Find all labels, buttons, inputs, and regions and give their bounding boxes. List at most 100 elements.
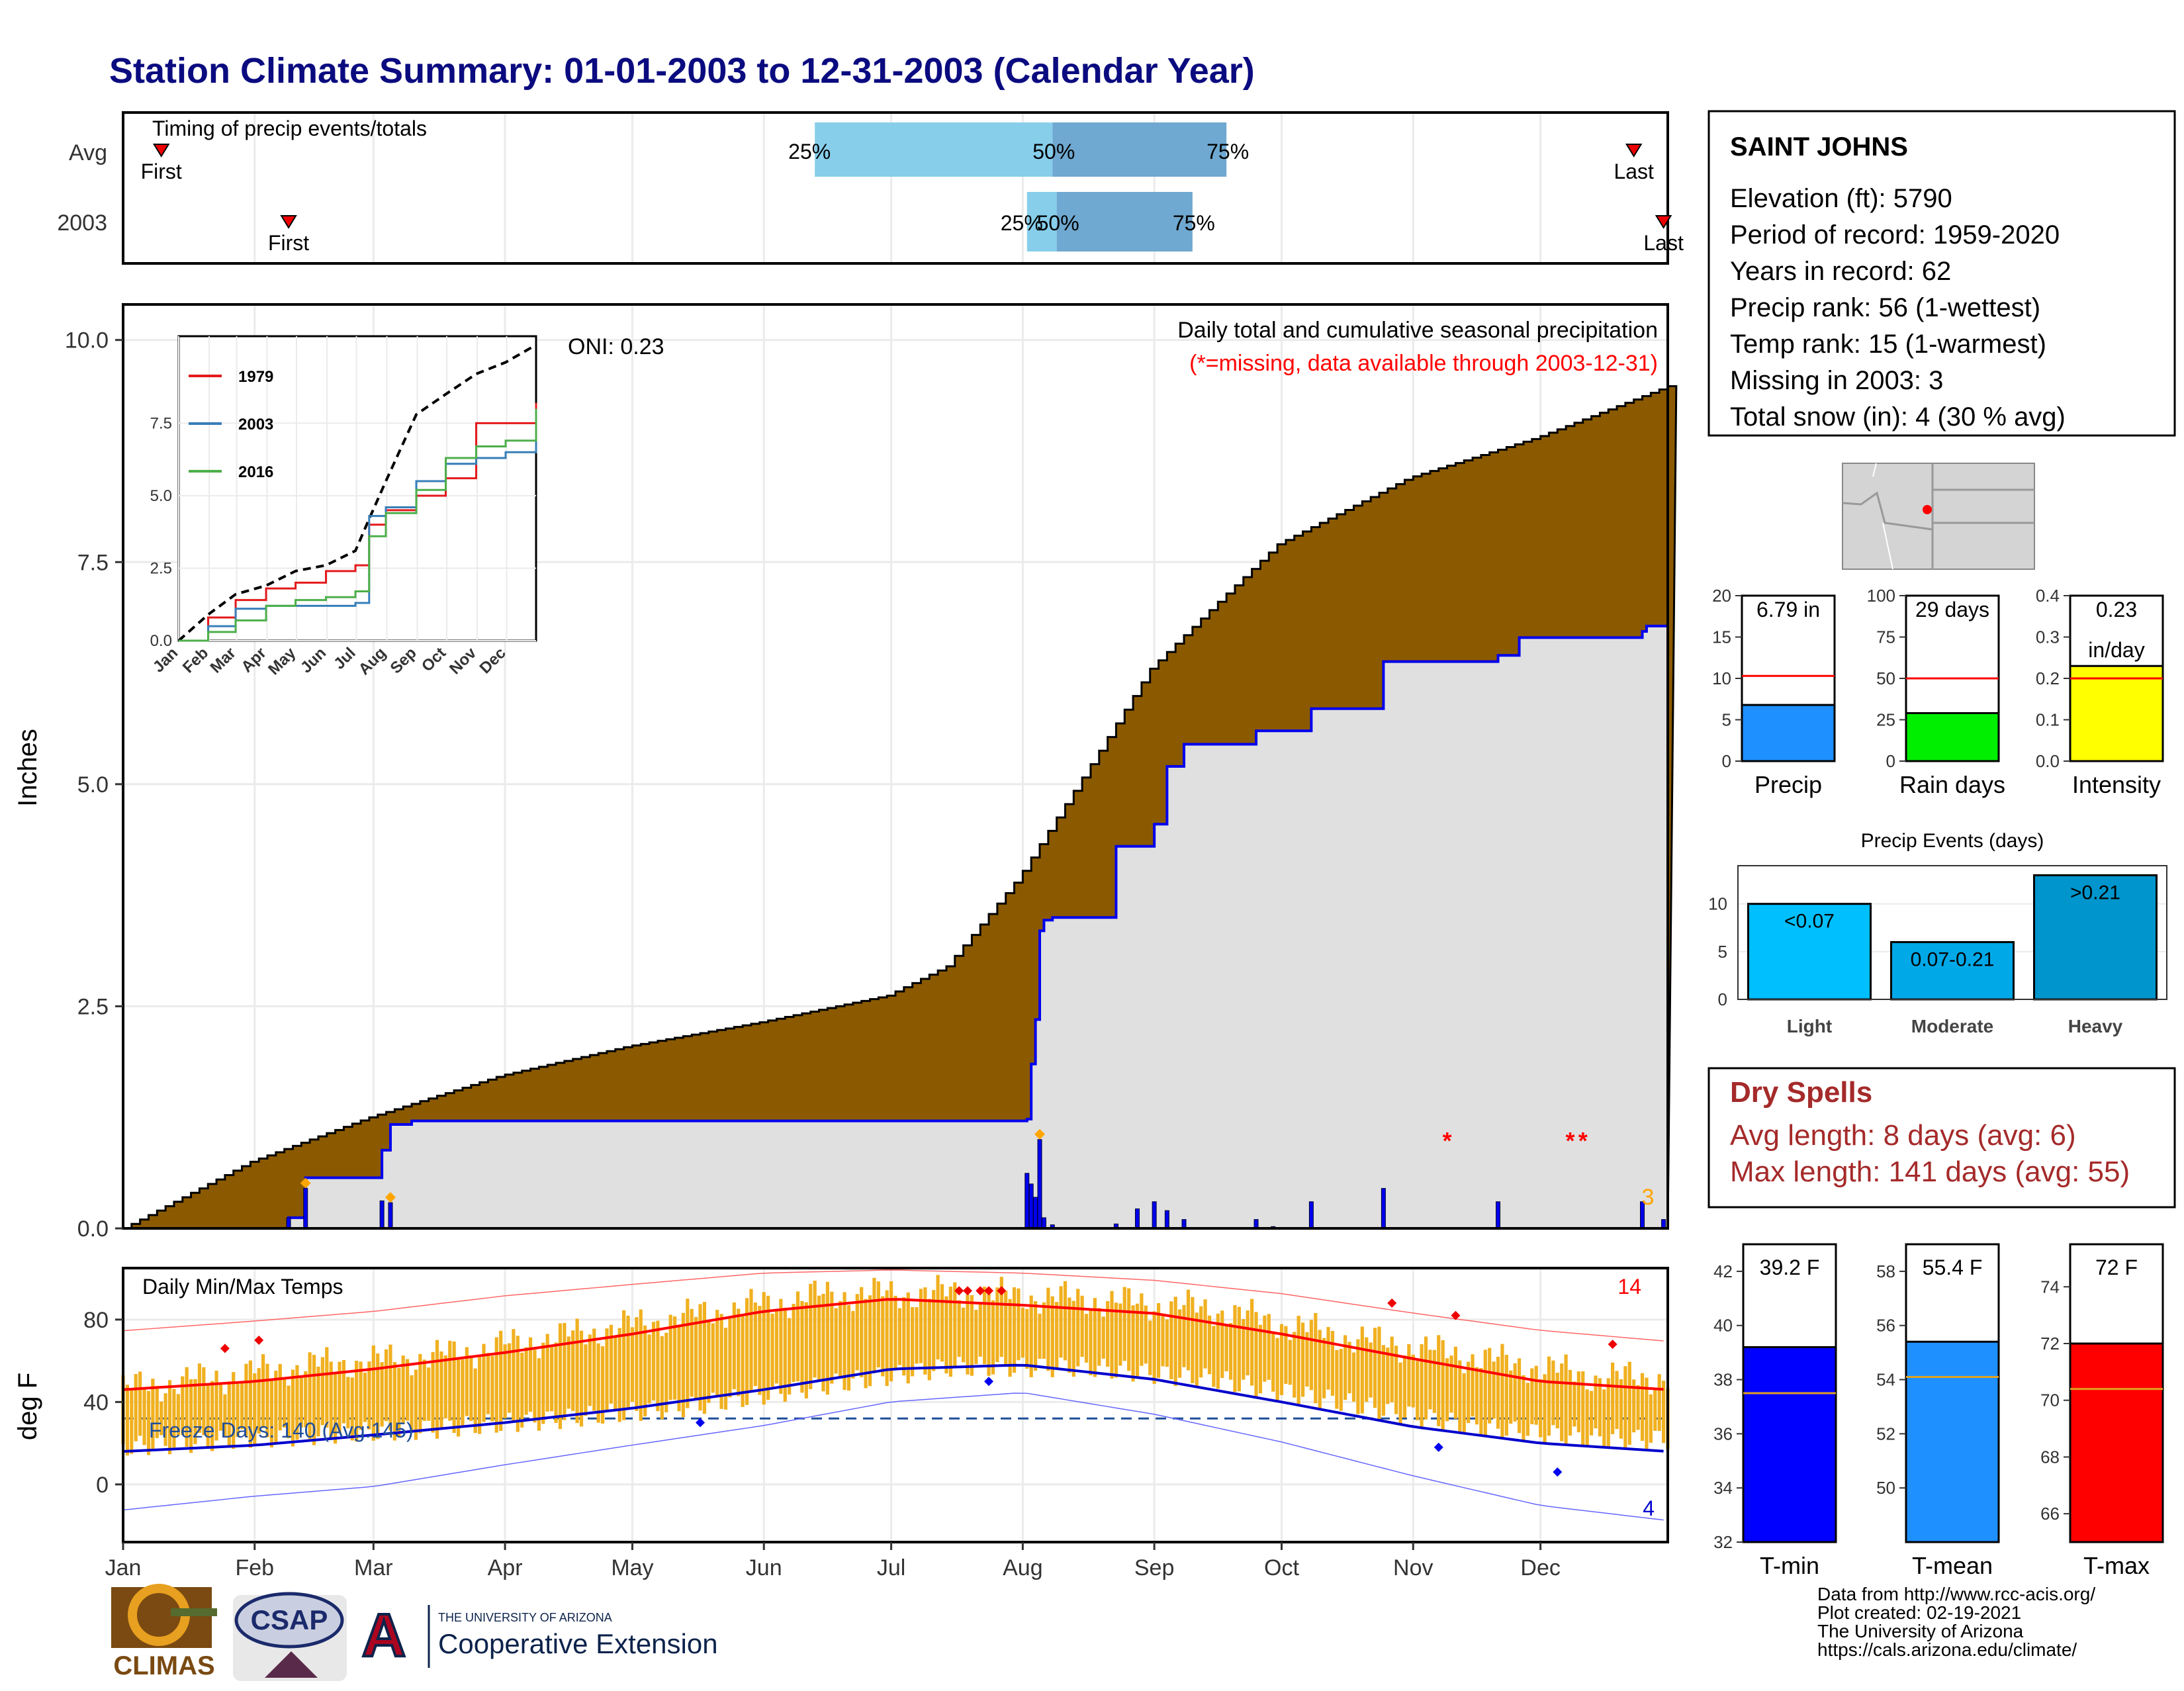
daily-temp-bar xyxy=(1293,1332,1297,1398)
footer-line-created: Plot created: 02-19-2021 xyxy=(1817,1602,2021,1623)
footer-line-url: https://cals.arizona.edu/climate/ xyxy=(1817,1639,2077,1660)
daily-temp-bar xyxy=(893,1295,897,1369)
daily-temp-bar xyxy=(1543,1374,1547,1444)
timing-last-marker xyxy=(1625,144,1643,158)
record-low-marker xyxy=(696,1418,705,1428)
temp-panel: 0 40 80 Daily Min/Max Temps Freeze Days: 1… xyxy=(13,1267,1670,1580)
precip-ytick-label: 7.5 xyxy=(77,550,109,575)
timing-panel: Timing of precip events/totals Avg 2003 … xyxy=(57,111,1684,265)
inset-legend-label-2016: 2016 xyxy=(238,463,273,481)
daily-temp-bar xyxy=(1598,1378,1602,1437)
daily-temp-bar xyxy=(1242,1319,1246,1380)
daily-precip-bar xyxy=(303,1188,308,1229)
daily-temp-bar xyxy=(944,1296,948,1374)
daily-temp-bar xyxy=(142,1389,146,1445)
daily-temp-bar xyxy=(388,1344,392,1431)
daily-temp-bar xyxy=(469,1355,473,1422)
daily-temp-bar xyxy=(1169,1301,1173,1379)
daily-temp-bar xyxy=(206,1384,210,1447)
daily-temp-bar xyxy=(741,1314,745,1407)
snow-day-marker xyxy=(300,1177,311,1189)
record-high-marker xyxy=(963,1286,973,1296)
daily-temp-bar xyxy=(1407,1344,1411,1407)
daily-temp-bar xyxy=(1017,1288,1021,1361)
daily-temp-bar xyxy=(1572,1381,1576,1427)
temp-bar-ytick-label: 50 xyxy=(1876,1478,1895,1498)
daily-temp-bar xyxy=(1606,1378,1610,1447)
daily-temp-bar xyxy=(295,1365,299,1440)
daily-temp-bar xyxy=(1207,1315,1212,1375)
daily-temp-bar xyxy=(1029,1295,1033,1377)
daily-temp-bar xyxy=(1122,1287,1126,1361)
daily-temp-bar xyxy=(1390,1336,1394,1402)
daily-temp-bar xyxy=(915,1307,919,1364)
inset-legend-label-2003: 2003 xyxy=(238,416,273,434)
daily-temp-bar xyxy=(927,1299,931,1381)
daily-temp-bar xyxy=(528,1337,533,1412)
daily-temp-bar xyxy=(1343,1335,1347,1400)
temp-bar-fill-t-min xyxy=(1742,1346,1837,1543)
daily-temp-bar xyxy=(299,1377,303,1428)
daily-temp-bar xyxy=(1627,1361,1631,1445)
daily-temp-bar xyxy=(978,1304,982,1357)
page-title: Station Climate Summary: 01-01-2003 to 1… xyxy=(109,51,1255,91)
record-high-marker xyxy=(1451,1310,1461,1320)
precip-ytick-label: 10.0 xyxy=(65,328,109,353)
daily-temp-bar xyxy=(1576,1371,1580,1433)
temp-ytick-label: 80 xyxy=(83,1308,109,1333)
daily-temp-bar xyxy=(452,1341,456,1434)
mini-bar-value-label-2: in/day xyxy=(2088,638,2144,662)
daily-temp-bar xyxy=(1411,1354,1415,1408)
timing-2003-q2-bar xyxy=(1056,192,1193,251)
daily-temp-bar xyxy=(1093,1298,1097,1377)
ua-cooperative-extension-logo: A THE UNIVERSITY OF ARIZONA Cooperative … xyxy=(361,1600,718,1670)
record-high-marker xyxy=(254,1335,264,1345)
daily-temp-bar xyxy=(1178,1309,1182,1378)
daily-temp-bar xyxy=(1191,1297,1195,1383)
mini-bar-ytick-label: 75 xyxy=(1876,627,1895,647)
timing-first-label: First xyxy=(141,160,182,183)
daily-temp-bar xyxy=(473,1368,477,1434)
daily-temp-bar xyxy=(957,1300,961,1357)
daily-temp-bar xyxy=(1305,1332,1309,1387)
mini-bar-fill-intensity xyxy=(2069,664,2164,762)
dry-spells-max: Max length: 141 days (avg: 55) xyxy=(1730,1156,2130,1188)
daily-temp-bar xyxy=(774,1311,779,1384)
daily-temp-bar xyxy=(1416,1361,1420,1420)
timing-2003-q1-bar xyxy=(1026,192,1057,251)
temp-ytick-label: 40 xyxy=(83,1390,109,1415)
daily-temp-bar xyxy=(800,1301,804,1393)
daily-temp-bar xyxy=(524,1347,528,1415)
daily-temp-bar xyxy=(796,1291,800,1382)
daily-precip-bar xyxy=(1164,1210,1169,1229)
daily-temp-bar xyxy=(563,1322,567,1420)
daily-temp-bar xyxy=(940,1284,944,1362)
mini-bar-ytick-label: 0 xyxy=(1722,751,1731,771)
daily-temp-bar xyxy=(630,1327,635,1402)
daily-temp-bar xyxy=(1199,1306,1203,1378)
freeze-days-label: Freeze Days: 140 (Avg:145) xyxy=(149,1418,414,1442)
daily-temp-bar xyxy=(809,1283,813,1389)
daily-precip-bar xyxy=(379,1200,385,1229)
ua-logo-small-text: THE UNIVERSITY OF ARIZONA xyxy=(438,1611,612,1624)
daily-temp-bar xyxy=(1212,1326,1216,1387)
temp-bar-ytick-label: 74 xyxy=(2040,1277,2060,1297)
daily-temp-bar xyxy=(1250,1299,1254,1386)
timing-p75-label: 75% xyxy=(1206,140,1249,163)
inset-ytick-label: 2.5 xyxy=(150,559,172,577)
record-high-marker xyxy=(997,1286,1007,1296)
daily-temp-bar xyxy=(261,1354,265,1428)
temp-bar-fill-t-max xyxy=(2069,1342,2164,1543)
daily-temp-bar xyxy=(1254,1312,1258,1397)
daily-temp-bar xyxy=(868,1295,872,1387)
events-category-label: Moderate xyxy=(1911,1016,1993,1036)
daily-temp-bar xyxy=(1449,1355,1453,1413)
mini-bar-ytick-label: 0.1 xyxy=(2036,710,2060,730)
timing-row-label-2003: 2003 xyxy=(57,210,107,236)
daily-temp-bar xyxy=(737,1308,741,1396)
daily-temp-bar xyxy=(1615,1371,1619,1430)
daily-temp-bar xyxy=(516,1336,520,1432)
inset-legend-label-1979: 1979 xyxy=(238,368,273,386)
temp-bar-ytick-label: 42 xyxy=(1713,1261,1733,1281)
